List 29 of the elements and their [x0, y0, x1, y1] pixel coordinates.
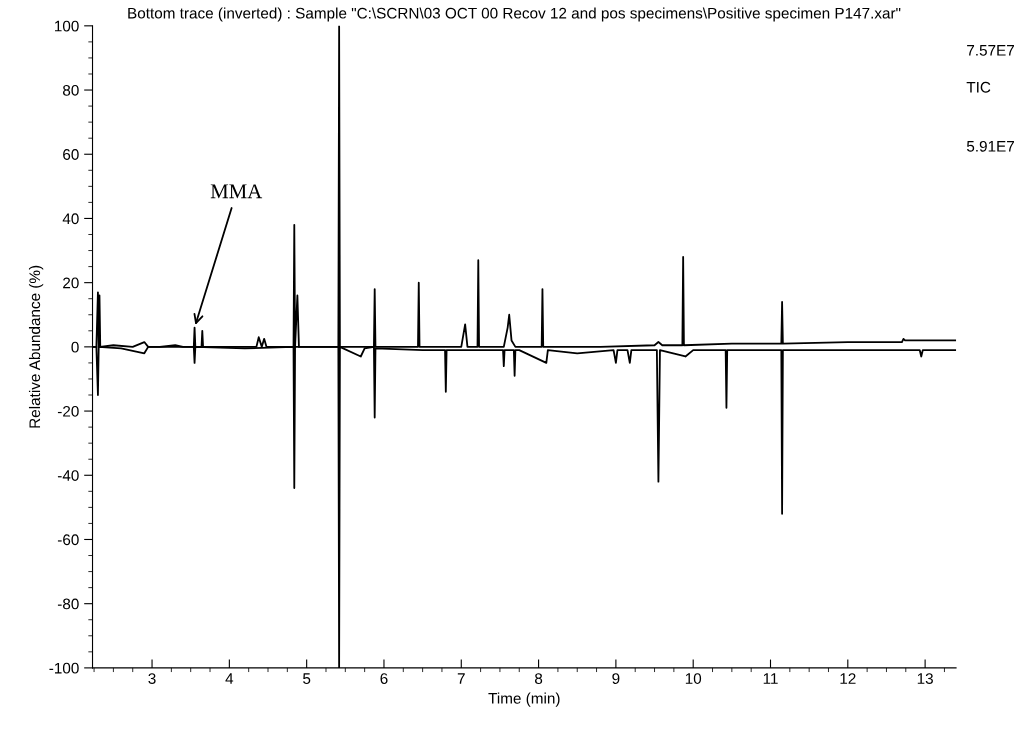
chart-title: Bottom trace (inverted) : Sample "C:\SCRN\03 OCT 00 Recov 12 and pos specimens\Positive specimen P147.xar" — [128, 7, 901, 22]
x-tick-label: 4 — [225, 673, 234, 684]
text: 5.91E7 — [966, 140, 1014, 152]
text: 7.57E7 — [967, 45, 1014, 56]
x-tick-label: 9 — [612, 673, 620, 684]
x-tick-label: 13 — [917, 673, 933, 684]
y-tick-label: -100 — [49, 662, 79, 674]
x-tick-label: 7 — [457, 673, 465, 684]
x-tick-label: 11 — [763, 673, 778, 684]
x-tick-label: 3 — [148, 673, 156, 684]
y-tick-label: -80 — [57, 598, 79, 610]
y-axis-title: Relative Abundance (%) — [28, 265, 44, 428]
x-tick-label: 6 — [380, 673, 388, 684]
x-axis-title: Time (min) — [488, 692, 560, 707]
y-tick-label: -20 — [57, 405, 79, 417]
x-tick-label: 5 — [303, 673, 311, 684]
y-tick-label: 60 — [63, 149, 79, 160]
x-tick-label: 10 — [685, 673, 702, 684]
x-tick-label: 8 — [535, 673, 543, 684]
y-tick-label: 0 — [71, 341, 79, 353]
y-tick-label: 20 — [63, 277, 79, 289]
y-tick-label: -60 — [57, 534, 79, 546]
y-tick-label: 80 — [63, 84, 79, 96]
x-tick-label: 12 — [840, 673, 856, 684]
y-tick-label: 100 — [55, 20, 79, 32]
text: TIC — [966, 81, 991, 93]
y-tick-label: 40 — [62, 213, 79, 225]
y-tick-label: -40 — [57, 470, 79, 481]
annotation: MMA — [210, 184, 263, 199]
